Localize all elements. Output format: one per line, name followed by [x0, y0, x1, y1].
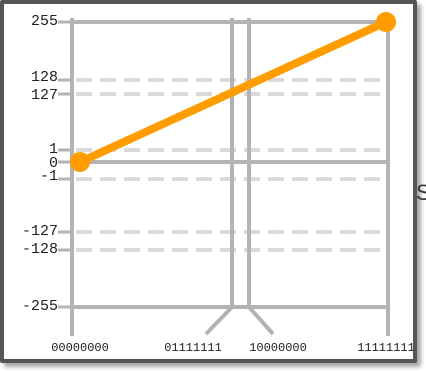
y-tick-label: -127 — [22, 223, 58, 240]
center-leg-left — [204, 305, 234, 336]
x-tick-label: 10000000 — [249, 341, 307, 355]
data-point — [70, 152, 90, 172]
y-tick-label: -1 — [40, 168, 58, 185]
chart-frame — [0, 0, 417, 363]
y-tick-label: 127 — [31, 87, 58, 104]
data-point — [376, 12, 396, 32]
center-leg-right — [247, 305, 275, 336]
y-tick-label: -128 — [22, 241, 58, 258]
y-tick-label: 255 — [31, 13, 58, 30]
y-tick-label: 0 — [49, 155, 58, 172]
x-tick-label: 11111111 — [357, 341, 415, 355]
series-line — [76, 18, 390, 166]
y-tick-label: -255 — [22, 298, 58, 315]
y-tick-label: 1 — [49, 141, 58, 158]
y-tick-label: 128 — [31, 69, 58, 86]
partial-text: S — [416, 180, 426, 205]
x-tick-label: 00000000 — [51, 341, 109, 355]
x-tick-label: 01111111 — [164, 341, 222, 355]
